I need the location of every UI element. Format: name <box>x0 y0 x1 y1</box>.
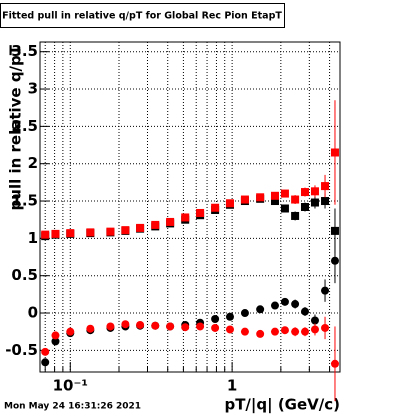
marker <box>321 182 330 191</box>
marker <box>166 322 175 331</box>
marker <box>225 312 234 321</box>
marker <box>196 322 205 331</box>
marker <box>225 325 234 334</box>
marker <box>166 217 175 226</box>
marker <box>121 320 130 329</box>
y-axis-label: pull in relative q/pT <box>7 44 25 210</box>
marker <box>321 323 330 332</box>
marker <box>280 297 289 306</box>
marker <box>310 316 319 325</box>
marker <box>270 301 279 310</box>
marker <box>136 320 145 329</box>
marker <box>66 229 75 238</box>
y-tick-label: 0 <box>28 304 38 322</box>
y-tick-label: 2 <box>28 154 38 172</box>
y-tick-label: 0.5 <box>11 266 38 284</box>
x-tick-label: 1 <box>227 377 237 395</box>
title-box <box>0 3 285 28</box>
marker <box>86 228 95 237</box>
marker <box>51 229 60 238</box>
y-tick-label: 3 <box>28 80 38 98</box>
marker <box>291 195 300 204</box>
marker <box>270 327 279 336</box>
marker <box>310 187 319 196</box>
x-axis-label: pT/|q| (GeV/c) <box>224 396 340 414</box>
marker <box>330 256 339 265</box>
marker <box>300 327 309 336</box>
marker <box>151 220 160 229</box>
marker <box>300 188 309 197</box>
marker <box>66 327 75 336</box>
marker <box>211 203 220 212</box>
marker <box>196 208 205 217</box>
marker <box>240 309 249 318</box>
marker <box>310 325 319 334</box>
chart-title: Fitted pull in relative q/pT for Global … <box>2 11 282 22</box>
marker <box>106 322 115 331</box>
marker <box>151 321 160 330</box>
marker <box>300 203 309 211</box>
marker <box>291 327 300 336</box>
marker <box>330 148 339 157</box>
marker <box>256 329 265 338</box>
marker <box>270 197 279 206</box>
x-tick-label: 10⁻¹ <box>53 377 88 395</box>
marker <box>280 326 289 335</box>
marker <box>121 226 130 235</box>
footer: Mon May 24 16:31:26 2021 <box>4 402 141 412</box>
y-tick-label: 1.5 <box>11 192 38 210</box>
marker <box>321 197 330 206</box>
marker <box>256 193 265 202</box>
marker <box>106 227 115 236</box>
marker <box>181 213 190 222</box>
marker <box>41 358 50 367</box>
marker <box>270 191 279 200</box>
marker <box>225 199 234 208</box>
marker <box>330 226 339 235</box>
marker <box>211 314 220 323</box>
marker <box>51 331 60 340</box>
plot-frame <box>39 41 341 373</box>
marker <box>86 324 95 333</box>
marker <box>41 347 50 356</box>
marker <box>240 327 249 336</box>
y-tick-label: 1 <box>28 229 38 247</box>
marker <box>211 323 220 332</box>
marker <box>181 323 190 332</box>
y-tick-label: 3.5 <box>11 42 38 60</box>
marker <box>240 195 249 204</box>
marker <box>256 305 265 314</box>
marker <box>41 230 50 239</box>
marker <box>321 286 330 295</box>
marker <box>300 307 309 316</box>
marker <box>310 198 319 207</box>
y-tick-label: 2.5 <box>11 117 38 135</box>
marker <box>280 189 289 198</box>
marker <box>136 223 145 232</box>
marker <box>330 359 339 368</box>
marker <box>51 337 60 346</box>
marker <box>280 204 289 213</box>
marker <box>291 211 300 220</box>
marker <box>291 300 300 309</box>
y-tick-label: -0.5 <box>5 341 38 359</box>
